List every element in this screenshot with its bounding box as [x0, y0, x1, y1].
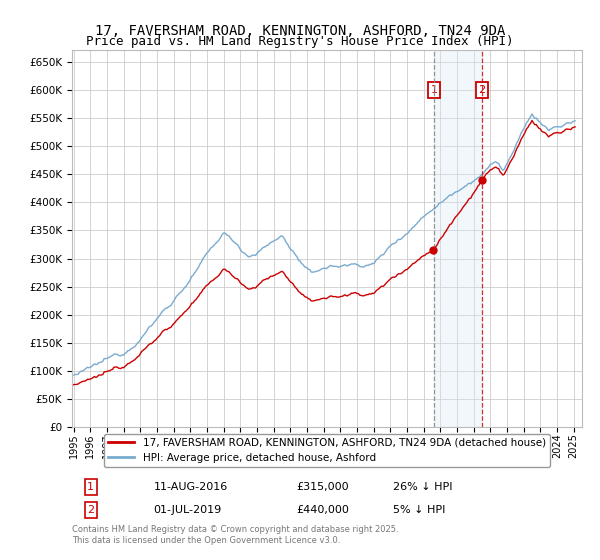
- Text: 17, FAVERSHAM ROAD, KENNINGTON, ASHFORD, TN24 9DA: 17, FAVERSHAM ROAD, KENNINGTON, ASHFORD,…: [95, 24, 505, 38]
- Legend: 17, FAVERSHAM ROAD, KENNINGTON, ASHFORD, TN24 9DA (detached house), HPI: Average: 17, FAVERSHAM ROAD, KENNINGTON, ASHFORD,…: [104, 433, 550, 467]
- Text: 5% ↓ HPI: 5% ↓ HPI: [394, 505, 446, 515]
- Text: 01-JUL-2019: 01-JUL-2019: [154, 505, 222, 515]
- Bar: [434, 50, 482, 427]
- Text: 2: 2: [478, 85, 485, 95]
- Text: 1: 1: [88, 482, 94, 492]
- Text: 11-AUG-2016: 11-AUG-2016: [154, 482, 228, 492]
- Text: 26% ↓ HPI: 26% ↓ HPI: [394, 482, 453, 492]
- Text: Contains HM Land Registry data © Crown copyright and database right 2025.
This d: Contains HM Land Registry data © Crown c…: [72, 525, 398, 545]
- Text: £440,000: £440,000: [296, 505, 349, 515]
- Text: 2: 2: [88, 505, 94, 515]
- Text: Price paid vs. HM Land Registry's House Price Index (HPI): Price paid vs. HM Land Registry's House …: [86, 35, 514, 49]
- Text: 1: 1: [430, 85, 437, 95]
- Text: £315,000: £315,000: [296, 482, 349, 492]
